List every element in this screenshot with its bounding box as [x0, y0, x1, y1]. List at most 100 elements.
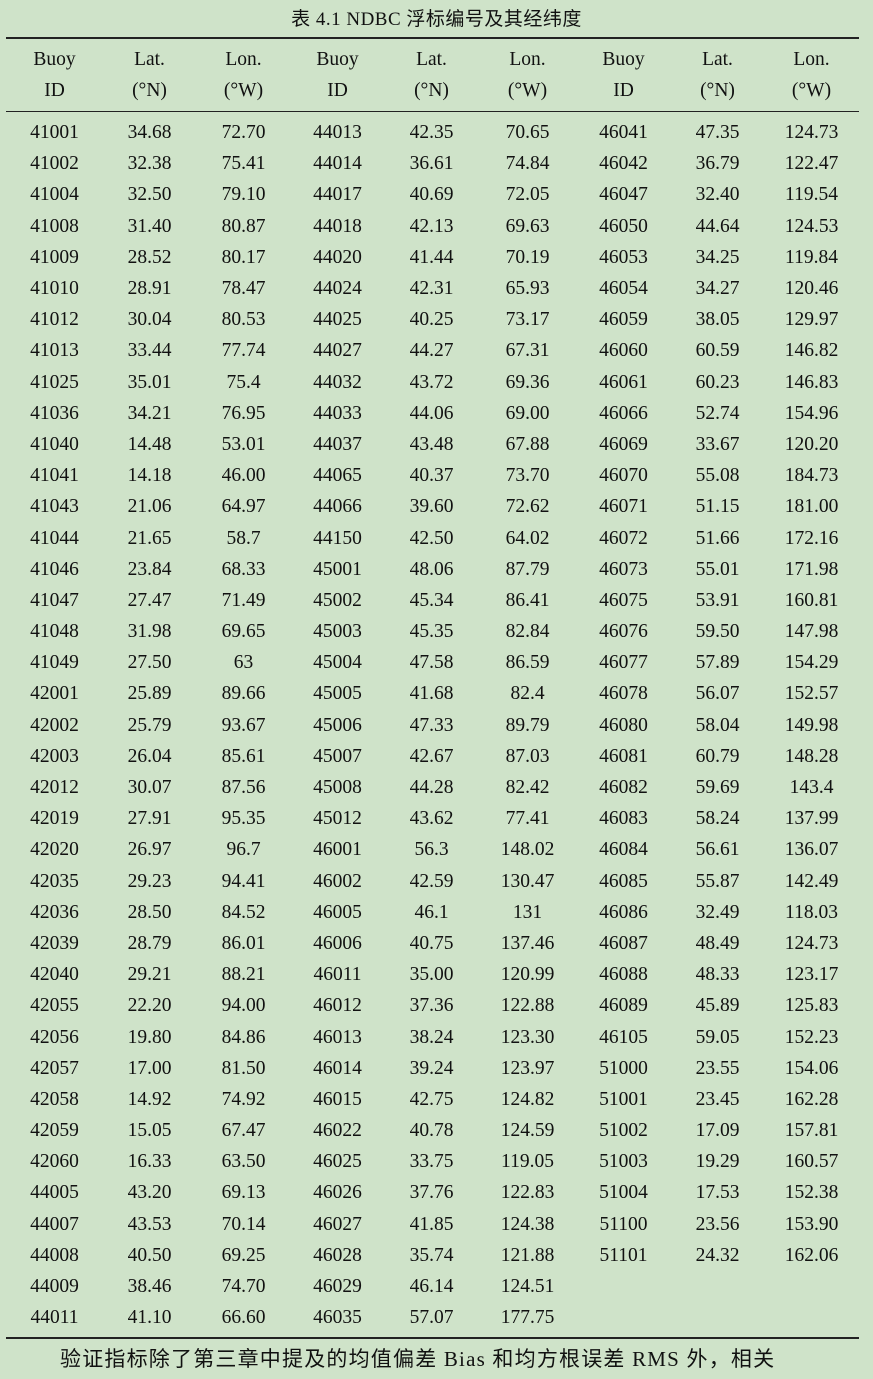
- cell-buoy-id: 42003: [30, 745, 79, 767]
- cell-lon: 96.7: [226, 839, 261, 861]
- header-lon: Lon. (°W): [479, 39, 576, 111]
- header-buoy-id: Buoy ID: [291, 39, 384, 111]
- cell-lat: 33.44: [127, 340, 172, 362]
- cell-buoy-id: 46086: [599, 901, 648, 923]
- cell-lon: [764, 1302, 859, 1333]
- cell-lon: 80.87: [221, 215, 266, 237]
- cell-lon: 131: [512, 901, 543, 923]
- cell-buoy-id: 46047: [599, 184, 648, 206]
- cell-lat: 42.59: [409, 870, 454, 892]
- cell-lon: 120.99: [500, 964, 555, 986]
- header-lon-line: Lon.: [509, 49, 546, 70]
- cell-buoy-id: 44013: [313, 122, 362, 144]
- header-lat-line: Lat.: [134, 49, 165, 70]
- cell-lon: 72.62: [505, 496, 550, 518]
- cell-lat: 26.97: [127, 839, 172, 861]
- table-row: 42039 28.79 86.01 46006 40.75 137.46 46087 48.4…: [6, 928, 859, 959]
- cell-lon: 118.03: [785, 901, 838, 923]
- cell-lat: 32.38: [127, 153, 172, 175]
- cell-lon: 82.42: [505, 777, 550, 799]
- table-header-row: Buoy ID Lat. (°N) Lon. (°W) Buoy ID Lat. (°N) Lon.…: [6, 39, 859, 111]
- header-lon-line: Lon.: [793, 49, 830, 70]
- cell-buoy-id: 42035: [30, 870, 79, 892]
- cell-lat: 43.53: [127, 1213, 172, 1235]
- cell-buoy-id: 44037: [313, 433, 362, 455]
- cell-lon: 149.98: [784, 714, 839, 736]
- cell-lon: 71.49: [221, 589, 266, 611]
- cell-buoy-id: 44020: [313, 246, 362, 268]
- cell-lon: 142.49: [784, 870, 839, 892]
- cell-lat: 21.65: [127, 527, 172, 549]
- cell-lat: 60.59: [695, 340, 740, 362]
- cell-lon: 84.52: [221, 901, 266, 923]
- cell-lon: 119.54: [785, 184, 838, 206]
- cell-lon: 87.03: [505, 745, 550, 767]
- cell-lat: [671, 1302, 764, 1333]
- cell-buoy-id: 42059: [30, 1120, 79, 1142]
- cell-lat: 59.69: [695, 777, 740, 799]
- cell-lat: 39.60: [409, 496, 454, 518]
- cell-lon: 80.17: [221, 246, 266, 268]
- cell-buoy-id: 42001: [30, 683, 79, 705]
- cell-lat: 34.21: [127, 402, 172, 424]
- header-lat: Lat. (°N): [671, 39, 764, 111]
- table-row: 42058 14.92 74.92 46015 42.75 124.82 51001 23.4…: [6, 1084, 859, 1115]
- cell-lat: 43.48: [409, 433, 454, 455]
- cell-lat: 35.01: [127, 371, 172, 393]
- cell-buoy-id: 42055: [30, 995, 79, 1017]
- cell-lon: 124.82: [500, 1088, 555, 1110]
- cell-lat: 37.76: [409, 1182, 454, 1204]
- cell-lon: 157.81: [784, 1120, 839, 1142]
- table-row: 41002 32.38 75.41 44014 36.61 74.84 46042 36.79…: [6, 148, 859, 179]
- table-header-rule: [6, 111, 859, 112]
- cell-lat: 32.50: [127, 184, 172, 206]
- cell-lat: 22.20: [127, 995, 172, 1017]
- header-buoy-id: Buoy ID: [6, 39, 103, 111]
- cell-lat: 42.67: [409, 745, 454, 767]
- cell-lat: 23.55: [695, 1057, 740, 1079]
- table-row: 41004 32.50 79.10 44017 40.69 72.05 46047 32.40…: [6, 179, 859, 210]
- cell-lat: 14.92: [127, 1088, 172, 1110]
- header-lon: Lon. (°W): [764, 39, 859, 111]
- table-bottom-rule: [6, 1337, 859, 1339]
- cell-lon: 148.28: [784, 745, 839, 767]
- header-lat: Lat. (°N): [384, 39, 479, 111]
- cell-lat: 42.75: [409, 1088, 454, 1110]
- cell-lon: 181.00: [784, 496, 839, 518]
- cell-buoy-id: 41036: [30, 402, 79, 424]
- cell-lat: 25.89: [127, 683, 172, 705]
- cell-lat: 17.00: [127, 1057, 172, 1079]
- cell-lat: 38.05: [695, 309, 740, 331]
- cell-lon: 85.61: [221, 745, 266, 767]
- cell-lon: 122.88: [500, 995, 555, 1017]
- cell-lat: 48.33: [695, 964, 740, 986]
- cell-buoy-id: 42060: [30, 1151, 79, 1173]
- table-row: 42020 26.97 96.7 46001 56.3 148.02 46084 56.61 1…: [6, 834, 859, 865]
- cell-lat: 28.50: [127, 901, 172, 923]
- cell-lat: 48.06: [409, 558, 454, 580]
- cell-lat: 45.89: [695, 995, 740, 1017]
- cell-lon: [764, 1271, 859, 1302]
- cell-lat: 34.25: [695, 246, 740, 268]
- cell-buoy-id: 41025: [30, 371, 79, 393]
- cell-buoy-id: 46022: [313, 1120, 362, 1142]
- cell-lat: 14.48: [127, 433, 172, 455]
- cell-lat: 36.61: [409, 153, 454, 175]
- cell-lon: 87.56: [221, 777, 266, 799]
- header-lat-line: Lat.: [416, 49, 447, 70]
- cell-buoy-id: 46085: [599, 870, 648, 892]
- cell-lon: 58.7: [226, 527, 261, 549]
- cell-buoy-id: 46081: [599, 745, 648, 767]
- cell-lat: 27.47: [127, 589, 172, 611]
- cell-buoy-id: 44033: [313, 402, 362, 424]
- cell-lon: 63.50: [221, 1151, 266, 1173]
- cell-buoy-id: 46001: [313, 839, 362, 861]
- cell-buoy-id: 41012: [30, 309, 79, 331]
- cell-lon: 154.96: [784, 402, 839, 424]
- header-lon: Lon. (°W): [196, 39, 291, 111]
- header-buoy-id-line: Buoy: [316, 49, 359, 70]
- cell-lat: 47.35: [695, 122, 740, 144]
- cell-lat: 55.08: [695, 465, 740, 487]
- table-row: 41013 33.44 77.74 44027 44.27 67.31 46060 60.59…: [6, 335, 859, 366]
- cell-buoy-id: 46028: [313, 1244, 362, 1266]
